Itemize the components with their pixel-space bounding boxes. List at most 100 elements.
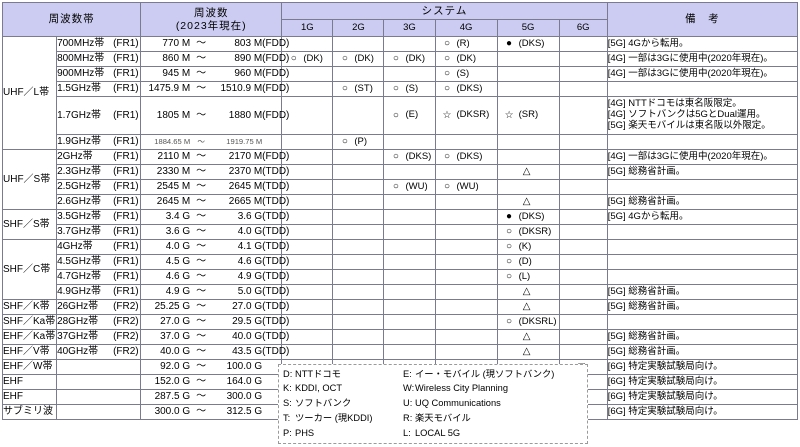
system-cell-6g <box>558 66 608 82</box>
legend-entry: T: ツーカー (現KDDI) <box>283 412 395 425</box>
band-name-cell: 3.7GHz帯 (FR1) <box>56 224 142 240</box>
frequency-high: 164.0 G <box>226 376 263 388</box>
remark-line: [4G] ソフトバンクは5GとDual運用。 <box>607 109 766 121</box>
system-cell-6g <box>558 269 608 285</box>
band-fr-label: (FR1) <box>113 271 139 283</box>
operator-codes: (K) <box>518 240 532 252</box>
system-cell-6g <box>558 224 608 240</box>
remarks-cell: [5G] 総務省計画。 <box>606 194 799 210</box>
availability-symbol: ○ <box>506 256 513 268</box>
band-name-cell <box>56 404 142 420</box>
band-group-cell: サブミリ波 <box>1 404 58 420</box>
legend-entry: W:Wireless City Planning <box>403 382 583 395</box>
range-tilde: ～ <box>196 226 207 238</box>
legend-column-left: D: NTTドコモ K: KDDI, OCT S: ソフトバンク T: ツーカー (現KDDI… <box>283 367 395 441</box>
remark-line: [4G] 一部は3Gに使用中(2020年現在)。 <box>607 150 773 162</box>
legend-value: イー・モバイル (現ソフトバンク) <box>415 368 555 379</box>
table-row: SHF／K帯 26GHz帯 (FR2) 25.25 G ～ 27.0 G (TDD) △ [5G… <box>1 299 799 315</box>
band-name: 900MHz帯 <box>57 68 105 80</box>
band-name-cell: 3.5GHz帯 (FR1) <box>56 209 142 225</box>
availability-symbol: ○ <box>392 181 399 193</box>
band-fr-label: (FR2) <box>113 331 139 343</box>
band-group-cell: EHF <box>1 389 58 405</box>
availability-symbol: ○ <box>392 53 399 65</box>
system-cell-6g <box>558 36 608 52</box>
duplex-mode: (FDD) <box>262 151 290 163</box>
frequency-high: 300.0 G <box>226 391 263 403</box>
table-row: 4.5GHz帯 (FR1) 4.5 G ～ 4.6 G (TDD) ○ (D) <box>3 254 799 270</box>
operator-codes: (ST) <box>354 82 373 94</box>
system-cell-4g <box>434 344 498 360</box>
frequency-range-cell: 2110 M ～ 2170 M (FDD) <box>140 149 289 165</box>
duplex-mode: (TDD) <box>262 316 290 328</box>
range-tilde: ～ <box>196 151 207 163</box>
system-cell-6g <box>558 179 608 195</box>
range-tilde: ～ <box>196 286 207 298</box>
system-cell-2g <box>332 36 385 52</box>
table-header: 周波数帯 周波数 (2023年現在) システム 備 考 1G 2G 3G 4G … <box>1 2 799 37</box>
remarks-cell: [4G] NTTドコモは東名阪限定。 [4G] ソフトバンクは5GとDual運用。… <box>606 96 799 135</box>
band-name: 2GHz帯 <box>57 151 93 163</box>
header-band-group: 周波数帯 <box>1 2 142 37</box>
remarks-cell: [4G] 一部は3Gに使用中(2020年現在)。 <box>606 66 799 82</box>
frequency-high: 100.0 G <box>226 361 263 373</box>
legend-entry: D: NTTドコモ <box>283 368 395 381</box>
legend-entry: E: イー・モバイル (現ソフトバンク) <box>403 368 583 381</box>
remark-line: [5G] 総務省計画。 <box>607 300 686 312</box>
remark-line: [4G] 一部は3Gに使用中(2020年現在)。 <box>607 52 773 64</box>
frequency-range-cell: 25.25 G ～ 27.0 G (TDD) <box>140 299 289 315</box>
band-name: 4GHz帯 <box>57 241 93 253</box>
band-name: 4.5GHz帯 <box>57 256 101 268</box>
system-cell-3g: ○ (DK) <box>383 51 436 67</box>
frequency-range-cell: 287.5 G ～ 300.0 G <box>140 389 283 405</box>
system-cell-3g: ○ (S) <box>383 81 436 97</box>
frequency-low: 1805 M <box>156 109 191 121</box>
duplex-mode: (FDD) <box>262 53 290 65</box>
band-name: 3.7GHz帯 <box>57 226 101 238</box>
operator-codes: (WU) <box>456 180 479 192</box>
system-cell-2g <box>332 269 385 285</box>
band-fr-label: (FR1) <box>113 286 139 298</box>
operator-codes: (DKSR) <box>518 225 552 237</box>
frequency-low: 37.0 G <box>160 331 191 343</box>
availability-symbol: ☆ <box>504 109 514 121</box>
remarks-cell: [5G] 総務省計画。 <box>606 344 799 360</box>
remark-line: [4G] NTTドコモは東名阪限定。 <box>607 98 742 110</box>
range-tilde: ～ <box>196 241 207 253</box>
band-name: 800MHz帯 <box>57 53 105 65</box>
system-cell-3g: ○ (E) <box>383 96 436 135</box>
frequency-high: 1510.9 M <box>220 83 263 95</box>
table-row: SHF／Ka帯 28GHz帯 (FR2) 27.0 G ～ 29.5 G (TDD) ○ (DK… <box>1 314 799 330</box>
legend-value: PHS <box>295 427 315 438</box>
frequency-high: 27.0 G <box>232 301 263 313</box>
header-remarks: 備 考 <box>606 2 799 37</box>
band-name-cell: 4.9GHz帯 (FR1) <box>56 284 142 300</box>
frequency-high: 5.0 G <box>237 286 263 298</box>
remarks-cell: [5G] 4Gから転用。 <box>606 209 799 225</box>
remark-line: [5G] 総務省計画。 <box>607 165 686 177</box>
remark-line: [6G] 特定実験試験局向け。 <box>607 390 723 402</box>
system-cell-6g <box>558 134 608 150</box>
system-cell-4g <box>434 164 498 180</box>
system-cell-6g <box>558 209 608 225</box>
system-cell-4g <box>434 209 498 225</box>
band-name-cell: 2GHz帯 (FR1) <box>56 149 142 165</box>
availability-symbol: △ <box>522 166 531 178</box>
remark-line: [5G] 楽天モバイルは東名阪以外限定。 <box>607 119 771 131</box>
frequency-low: 2330 M <box>156 166 191 178</box>
system-cell-2g <box>332 209 385 225</box>
frequency-range-cell: 2545 M ～ 2645 M (TDD) <box>140 179 289 195</box>
frequency-high: 29.5 G <box>232 316 263 328</box>
system-cell-4g <box>434 254 498 270</box>
availability-symbol: ○ <box>290 53 297 65</box>
system-cell-6g <box>558 299 608 315</box>
frequency-range-cell: 945 M ～ 960 M (FDD) <box>140 66 289 82</box>
system-cell-4g <box>434 329 498 345</box>
system-cell-3g <box>383 329 436 345</box>
table-row: 2.6GHz帯 (FR1) 2645 M ～ 2665 M (TDD) △ [5G] 総務省計… <box>3 194 799 210</box>
band-name-cell <box>56 389 142 405</box>
table-row: 900MHz帯 (FR1) 945 M ～ 960 M (FDD) ○ (S) [4G] 一部は… <box>3 66 799 82</box>
operator-codes: (DK) <box>405 52 425 64</box>
band-name-cell: 1.7GHz帯 (FR1) <box>56 96 142 135</box>
